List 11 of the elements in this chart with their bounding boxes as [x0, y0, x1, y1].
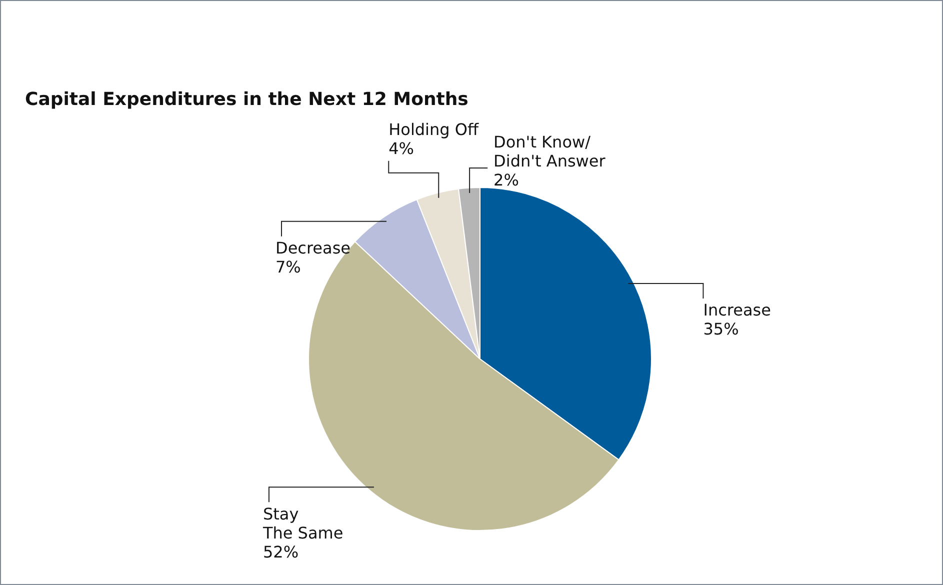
chart-title: Capital Expenditures in the Next 12 Months: [25, 89, 468, 110]
data-label: 7%: [275, 258, 301, 277]
data-label: 2%: [494, 170, 519, 190]
slice-label: Decrease: [275, 238, 351, 258]
slice-label: Holding Off: [388, 120, 480, 140]
slice-label: Increase: [703, 300, 771, 320]
data-label: 4%: [388, 139, 414, 158]
slice-label: Stay The Same: [262, 504, 344, 542]
slice-label: Don't Know/ Didn't Answer: [494, 132, 606, 171]
data-label: 35%: [703, 320, 739, 339]
data-label: 52%: [262, 542, 299, 562]
